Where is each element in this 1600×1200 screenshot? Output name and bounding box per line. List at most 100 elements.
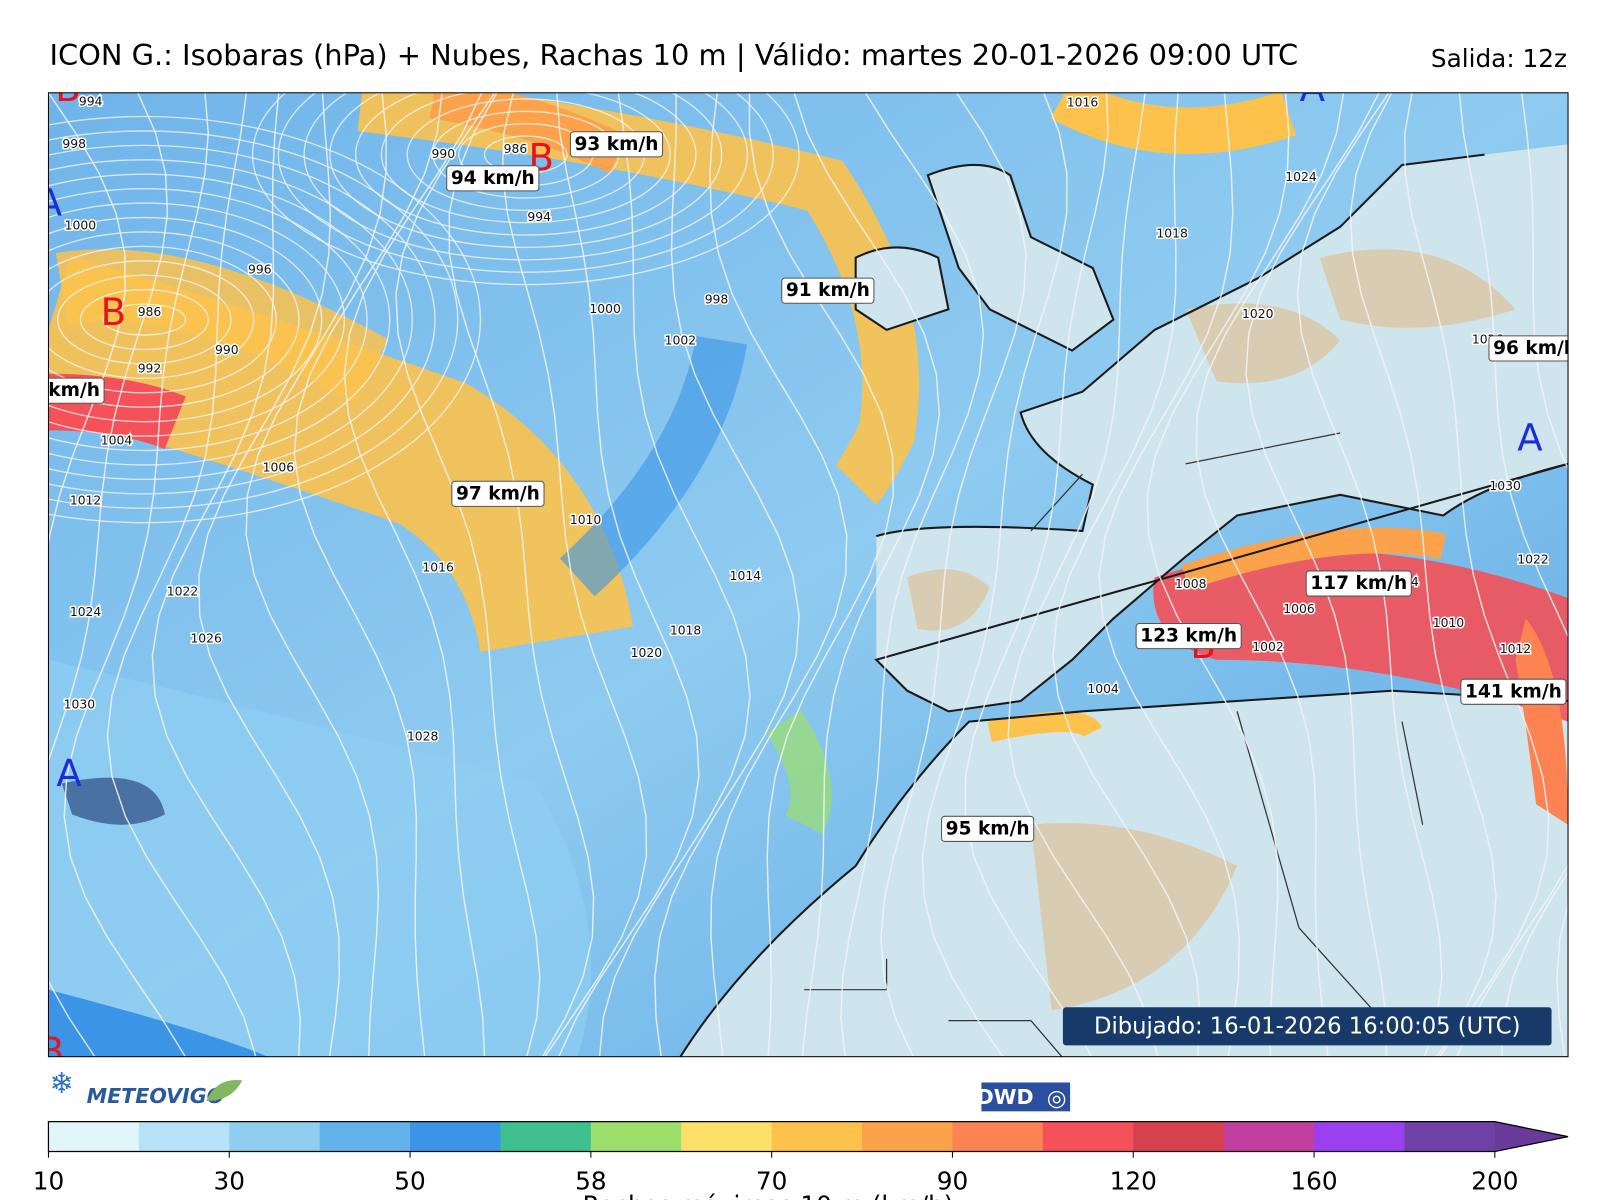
isobar	[793, 92, 941, 1057]
isobar	[1052, 92, 1202, 1057]
gust-box	[451, 480, 545, 507]
isobar-label: 1028	[407, 730, 439, 744]
logo-leaf	[206, 1080, 243, 1102]
gust-label: 93 km/h	[569, 131, 664, 158]
map-frame	[47, 92, 1569, 1058]
isobar-label: 1022	[167, 584, 198, 598]
pressure-center: A	[37, 182, 63, 225]
pressure-center: B	[55, 67, 80, 110]
isobar	[48, 144, 436, 495]
colorbar-tick-label: 10	[33, 1166, 64, 1195]
gust-label: 117 km/h	[1305, 570, 1412, 597]
gust-text: 117 km/h	[1310, 573, 1407, 594]
isobar-label: 1012	[1500, 642, 1531, 656]
cloud-patch	[61, 777, 165, 825]
isobar	[840, 92, 985, 1057]
gust-text: 96 km/h	[1493, 338, 1577, 359]
run-label: Salida: 12z	[1431, 44, 1567, 73]
isobar	[556, 92, 700, 1057]
colorbar-bin	[1404, 1121, 1496, 1152]
isobar	[1146, 92, 1290, 1057]
colorbar-tick-label: 58	[575, 1166, 606, 1195]
isobar	[303, 92, 749, 261]
colorbar-tick-label: 90	[937, 1166, 968, 1195]
colorbar-label: Rachas máximas 10 m (km/h)	[583, 1190, 954, 1200]
gust-label: 94 km/h	[446, 165, 540, 192]
isobar	[293, 92, 443, 1057]
isobar	[48, 202, 345, 437]
colorbar-bin	[1133, 1121, 1225, 1152]
isobar	[355, 92, 697, 236]
pressure-center: A	[1517, 417, 1543, 460]
isobar	[151, 92, 301, 1057]
isobar	[48, 216, 323, 423]
isobar-label: 1024	[1285, 170, 1317, 184]
isobar-label: 994	[527, 210, 551, 224]
isobar	[48, 173, 391, 466]
isobar-label: 1030	[64, 698, 96, 712]
isobar	[106, 92, 257, 1057]
isobar	[48, 260, 255, 380]
isobar	[1404, 92, 1550, 1057]
isobar-labels: 994 998 1000 996 986 990 994 986 990 992 1004 1006 1…	[61, 93, 1550, 745]
colorbar-tick-label: 50	[394, 1166, 425, 1195]
colorbar-bin	[1223, 1121, 1315, 1152]
isobar	[48, 92, 169, 1057]
drawn-box: Dibujado: 16-01-2026 16:00:05 (UTC)	[1062, 1007, 1552, 1046]
colorbar-bin	[952, 1121, 1044, 1152]
gust-label: 97 km/h	[451, 480, 545, 507]
gust-label: 95 km/h	[941, 815, 1035, 842]
isobar	[964, 92, 1109, 1057]
isobar	[48, 92, 126, 548]
isobar-label: 998	[62, 137, 86, 151]
gust-band	[987, 711, 1102, 743]
drawn-label: Dibujado: 16-01-2026 16:00:05 (UTC)	[1094, 1013, 1520, 1039]
isobar	[277, 92, 774, 273]
colorbar-bin	[410, 1121, 501, 1152]
isobar-label: 1014	[730, 569, 762, 583]
meteovigo-name: METEOVIGO	[87, 1084, 225, 1108]
colorbar-bin	[319, 1121, 411, 1152]
isobar-label: 992	[138, 362, 162, 376]
isobar-label: 1004	[101, 434, 133, 448]
isobar	[48, 130, 459, 509]
isobar-label: 1020	[1242, 307, 1274, 321]
gust-label: 141 km/h	[1460, 678, 1567, 705]
colorbar-extension	[1494, 1121, 1569, 1152]
dry-area	[907, 249, 1516, 1011]
colorbar-bin	[48, 1121, 140, 1152]
gust-text: 91 km/h	[786, 280, 870, 301]
gust-text: 93 km/h	[575, 134, 659, 155]
isobar	[709, 92, 848, 1057]
gust-label: 123 km/h	[1135, 623, 1242, 650]
colorbar-bin	[229, 1121, 321, 1152]
wind-area	[48, 989, 269, 1057]
isobar	[79, 289, 209, 351]
gust-box	[1460, 678, 1567, 705]
isobar	[329, 92, 723, 249]
isobar	[63, 92, 209, 1057]
gust-box	[1305, 570, 1412, 597]
isobar	[921, 92, 1068, 1057]
isobar-label: 1000	[589, 302, 621, 316]
isobar	[1007, 92, 1159, 1057]
colorbar-bin	[138, 1121, 230, 1152]
isobar	[48, 115, 481, 524]
isobar-label: 990	[432, 147, 456, 161]
gust-box	[446, 165, 540, 192]
gust-box	[1135, 623, 1242, 650]
colorbar-bin	[862, 1121, 953, 1152]
isobar	[748, 92, 895, 1057]
dwd-logo: DWD ◎	[977, 1082, 1071, 1111]
isobar-label: 1004	[1087, 682, 1119, 696]
isobar-label: 1026	[190, 632, 222, 646]
logo-icon: ❄	[49, 1066, 73, 1100]
isobar	[1501, 92, 1569, 1057]
meteovigo-logo: ❄ METEOVIGO	[49, 1066, 243, 1108]
pressure-centers: BBAABABAB	[37, 67, 1543, 1057]
isobar	[380, 92, 671, 224]
gust-box	[569, 131, 664, 158]
isobar-label: 1002	[665, 334, 696, 348]
land-ireland	[855, 247, 949, 330]
